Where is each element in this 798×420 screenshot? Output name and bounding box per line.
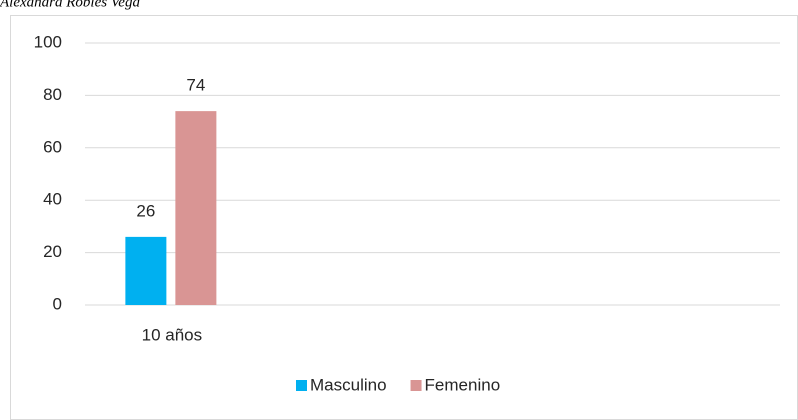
- bar: [175, 111, 217, 306]
- y-tick-label: 60: [43, 137, 62, 156]
- y-tick-label: 40: [43, 190, 62, 209]
- data-label: 26: [136, 201, 155, 220]
- x-tick-label: 10 años: [142, 325, 203, 344]
- legend-swatch: [296, 380, 307, 391]
- data-label: 74: [186, 76, 205, 95]
- chart-border: [10, 15, 798, 420]
- legend-label: Femenino: [425, 375, 501, 394]
- y-tick-label: 100: [34, 32, 62, 51]
- legend-label: Masculino: [310, 375, 387, 394]
- bar: [125, 236, 167, 305]
- y-tick-label: 20: [43, 242, 62, 261]
- author-annotation: Alexandra Robles Vega: [0, 0, 140, 10]
- y-tick-label: 0: [53, 294, 62, 313]
- y-tick-label: 80: [43, 85, 62, 104]
- legend-swatch: [410, 380, 422, 391]
